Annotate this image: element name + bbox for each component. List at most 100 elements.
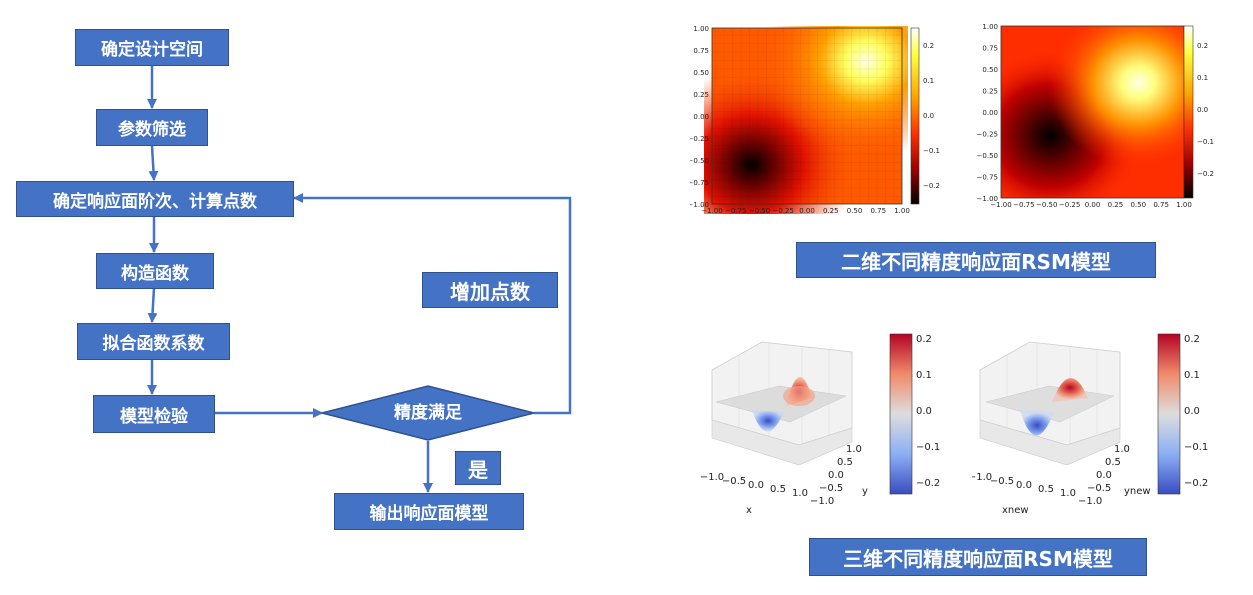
- heatmap-coarse-x-tick: 0.25: [823, 207, 839, 215]
- s1-y-label: y: [862, 486, 868, 497]
- s2-y-tick: 0.0: [1096, 470, 1112, 481]
- heatmap-smooth-x-tick: 0.00: [1085, 201, 1101, 209]
- yes-label: 是: [455, 451, 501, 485]
- arrow-screen-to-order: [148, 145, 159, 181]
- heatmap-coarse-y-tick: 0.25: [693, 91, 709, 99]
- heatmap-smooth-x-tick: 0.75: [1153, 201, 1169, 209]
- surface-a-pit: [752, 410, 784, 432]
- surface-b-pit: [1020, 410, 1054, 436]
- s1-x-tick: 0.5: [770, 484, 786, 495]
- decision-label: 精度满足: [394, 403, 462, 423]
- caption-2d-models: 二维不同精度响应面RSM模型: [796, 242, 1156, 278]
- s2-x-tick: 0.5: [1038, 484, 1054, 495]
- heatmap-coarse-y-tick: 0.50: [693, 69, 709, 77]
- s2-x-tick: −1.0: [972, 472, 992, 483]
- s1-x-tick: 1.0: [792, 488, 808, 499]
- heatmap-smooth-y-tick: 0.75: [982, 45, 998, 53]
- s2-y-tick: 0.5: [1105, 457, 1121, 468]
- heatmap-coarse-y-tick: −1.00: [690, 201, 709, 209]
- s1-x-label: x: [746, 505, 752, 516]
- surface-smooth-panel: −1.0−0.5 0.0 0.5 1.01.00.50.0−0.5−1.0 xnew …: [972, 333, 1208, 516]
- heatmap-coarse-x-tick: 1.00: [894, 207, 910, 215]
- heatmap-smooth-y-tick: −0.50: [977, 152, 998, 160]
- s1-y-tick: −1.0: [810, 496, 834, 507]
- heatmap-smooth-y-tick: −0.75: [977, 174, 998, 182]
- heatmap-smooth-x-tick: −0.50: [1036, 201, 1057, 209]
- step-model-validation: 模型检验: [93, 395, 215, 433]
- step-order-and-points: 确定响应面阶次、计算点数: [16, 181, 294, 217]
- s2-y-tick: 1.0: [1114, 444, 1130, 455]
- colorbar-2d-smooth-tick: 0.2: [1197, 42, 1208, 50]
- s1-y-tick: 0.0: [828, 470, 844, 481]
- heatmap-coarse-y-tick: −0.25: [690, 135, 709, 143]
- heatmap-smooth-x-tick: −0.25: [1059, 201, 1080, 209]
- colorbar-2d-coarse-tick: −0.1: [923, 147, 940, 155]
- s2-x-tick: 0.0: [1016, 480, 1032, 491]
- s1-x-tick: −1.0: [700, 472, 724, 483]
- heatmap-coarse-y-tick: −0.75: [690, 179, 709, 187]
- s1-colorbar-tick: 0.0: [916, 406, 932, 417]
- heatmap-coarse-y-tick: 0.75: [693, 47, 709, 55]
- heatmap-smooth-panel: 1.000.750.500.250.00−0.25−0.50−0.75−1.00…: [977, 23, 1214, 209]
- heatmap-smooth-y-tick: 1.00: [982, 23, 998, 31]
- colorbar-3d-coarse: [889, 333, 913, 495]
- step-define-design-space: 确定设计空间: [75, 29, 229, 66]
- colorbar-2d-smooth-tick: −0.2: [1197, 170, 1214, 178]
- heatmap-coarse-x-tick: −0.75: [725, 207, 746, 215]
- s1-y-tick: 1.0: [846, 444, 862, 455]
- heatmap-smooth-y-tick: −1.00: [977, 195, 998, 203]
- step-parameter-screening: 参数筛选: [96, 109, 208, 146]
- colorbar-3d-smooth: [1157, 333, 1181, 495]
- heatmap-coarse-y-tick: 0.00: [693, 113, 709, 121]
- heatmap-coarse-y-tick: 1.00: [693, 25, 709, 33]
- heatmap-coarse-y-tick: −0.50: [690, 157, 709, 165]
- s2-colorbar-tick: 0.1: [1184, 370, 1200, 381]
- colorbar-2d-coarse-tick: −0.2: [923, 182, 940, 190]
- colorbar-2d-smooth-tick: 0.1: [1197, 74, 1208, 82]
- colorbar-2d-coarse-tick: 0.1: [923, 77, 934, 85]
- s1-x-tick: −0.5: [722, 476, 746, 487]
- heatmap-smooth-y-tick: 0.25: [982, 88, 998, 96]
- s1-colorbar-tick: 0.2: [916, 334, 932, 345]
- colorbar-2d-smooth-tick: −0.1: [1197, 138, 1214, 146]
- s2-x-tick: 1.0: [1060, 488, 1076, 499]
- colorbar-2d-smooth: [1183, 25, 1194, 199]
- s1-colorbar-tick: −0.2: [916, 478, 940, 489]
- heatmap-coarse-x-tick: 0.00: [799, 207, 815, 215]
- s2-x-label: xnew: [1002, 505, 1029, 516]
- heatmap-coarse-x-tick: −1.00: [701, 207, 722, 215]
- s2-colorbar-tick: 0.0: [1184, 406, 1200, 417]
- s1-y-tick: 0.5: [837, 457, 853, 468]
- step-output-model: 输出响应面模型: [334, 493, 524, 530]
- heatmap-coarse-x-tick: 0.50: [847, 207, 863, 215]
- heatmap-smooth-x-tick: 0.50: [1130, 201, 1146, 209]
- caption-3d-models: 三维不同精度响应面RSM模型: [809, 538, 1147, 576]
- s1-colorbar-tick: −0.1: [916, 442, 940, 453]
- heatmap-smooth-x-tick: 0.25: [1108, 201, 1124, 209]
- s1-x-tick: 0.0: [748, 480, 764, 491]
- surface-coarse-panel: −1.0−0.5 0.0 0.5 1.01.00.50.0−0.5−1.0 x y 0…: [700, 333, 940, 516]
- s2-y-tick: −1.0: [1078, 496, 1102, 507]
- heatmap-smooth-x-tick: −0.75: [1013, 201, 1034, 209]
- heatmap-coarse-x-tick: −0.50: [749, 207, 770, 215]
- s2-x-tick: −0.5: [990, 476, 1014, 487]
- s2-colorbar-tick: −0.2: [1184, 478, 1208, 489]
- heatmap-smooth-x-tick: −1.00: [990, 201, 1011, 209]
- colorbar-2d-smooth-tick: 0.0: [1197, 106, 1208, 114]
- colorbar-2d-coarse-tick: 0.2: [923, 42, 934, 50]
- heatmap-smooth-x-tick: 1.00: [1176, 201, 1192, 209]
- s2-y-tick: −0.5: [1087, 483, 1111, 494]
- colorbar-2d-coarse-tick: 0.0: [923, 112, 934, 120]
- heatmap-smooth-y-tick: 0.00: [982, 109, 998, 117]
- s1-colorbar-tick: 0.1: [916, 370, 932, 381]
- heatmap-smooth-y-tick: −0.25: [977, 131, 998, 139]
- heatmap-smooth-y-tick: 0.50: [982, 66, 998, 74]
- heatmap-coarse-panel: 1.000.750.500.250.00−0.25−0.50−0.75−1.00…: [690, 25, 940, 215]
- heatmap-coarse-x-tick: 0.75: [870, 207, 886, 215]
- step-construct-function: 构造函数: [96, 253, 214, 289]
- s2-colorbar-tick: 0.2: [1184, 334, 1200, 345]
- colorbar-2d-coarse: [910, 27, 920, 205]
- s2-colorbar-tick: −0.1: [1184, 442, 1208, 453]
- s1-y-tick: −0.5: [819, 483, 843, 494]
